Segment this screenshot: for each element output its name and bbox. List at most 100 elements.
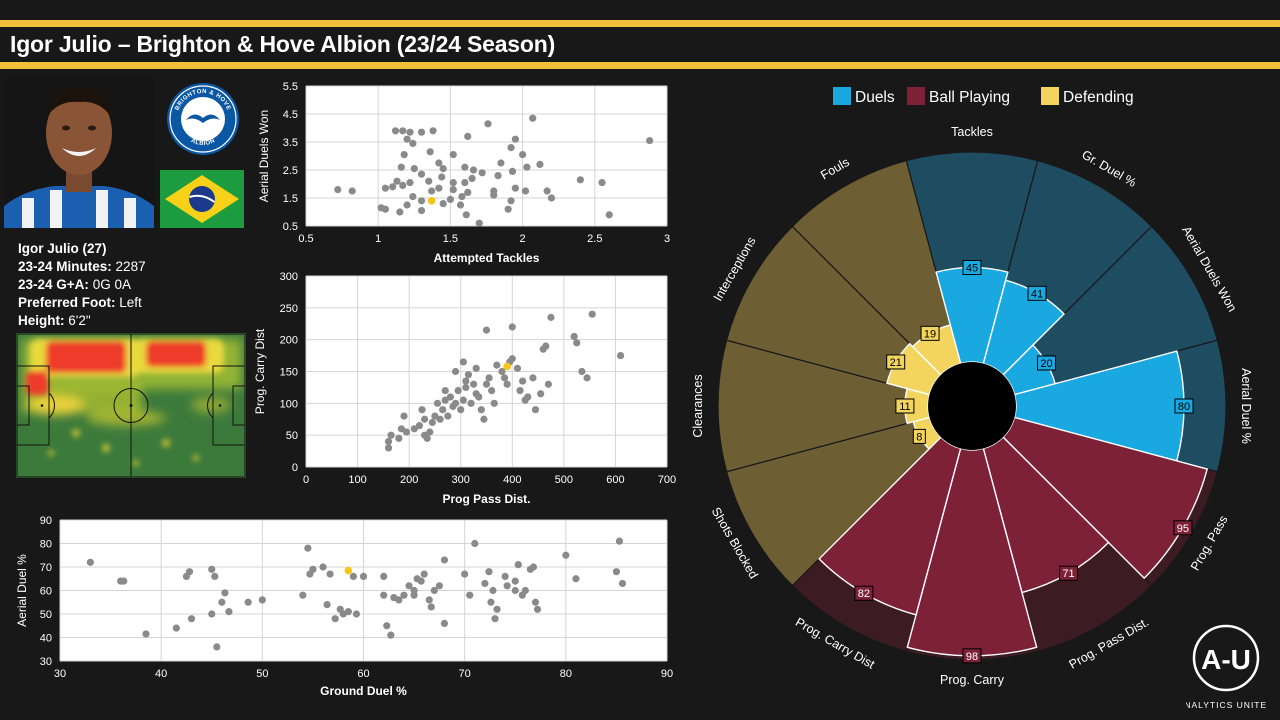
data-point	[500, 374, 509, 382]
y-tick-label: 90	[40, 515, 52, 527]
x-tick-label: 2	[520, 233, 526, 245]
data-point	[441, 387, 449, 395]
data-point	[389, 183, 397, 191]
data-point	[208, 565, 216, 573]
data-point	[481, 579, 489, 588]
data-point	[381, 184, 390, 192]
value-label-box	[1027, 285, 1047, 301]
x-tick-label: 40	[155, 668, 167, 680]
value-label-box	[1174, 398, 1194, 414]
polar-center	[928, 362, 1016, 450]
x-tick-label: 100	[348, 474, 366, 486]
x-tick-label: 200	[400, 474, 418, 486]
data-point	[435, 582, 443, 590]
y-tick-label: 0	[292, 462, 298, 474]
club-crest-logo: BRIGHTON & HOVE ALBION	[167, 83, 239, 155]
x-axis-label: Prog Pass Dist.	[442, 492, 530, 506]
data-point	[120, 577, 128, 585]
data-point	[440, 619, 449, 628]
data-point	[464, 371, 473, 379]
data-point	[598, 179, 606, 187]
logo-mark: A-U	[1201, 644, 1251, 675]
data-point	[576, 176, 584, 184]
data-point	[410, 586, 418, 595]
data-point	[421, 415, 429, 423]
data-point	[309, 565, 317, 573]
data-point	[570, 332, 578, 341]
data-point	[449, 179, 457, 187]
y-tick-label: 60	[40, 586, 52, 598]
data-point	[511, 184, 519, 192]
data-point	[446, 195, 454, 203]
x-tick-label: 1.5	[443, 233, 458, 245]
value-label-box	[854, 585, 874, 601]
data-point	[348, 187, 356, 195]
data-point	[403, 135, 411, 143]
data-point	[393, 177, 401, 185]
category-label: Prog. Carry	[940, 673, 1005, 687]
data-point	[471, 539, 479, 548]
value-label: 19	[924, 328, 936, 340]
data-point	[543, 187, 551, 195]
crest-bottom-text: ALBION	[190, 138, 216, 147]
data-point	[387, 631, 395, 639]
info-row-height: Height: 6'2"	[18, 313, 91, 328]
data-point	[612, 568, 621, 576]
data-point	[547, 313, 555, 321]
data-point	[618, 579, 627, 588]
data-point	[349, 572, 357, 581]
data-point	[537, 390, 545, 398]
svg-text:ALBION: ALBION	[190, 138, 217, 147]
data-point	[484, 120, 492, 128]
data-point	[475, 393, 483, 401]
data-point	[399, 127, 407, 135]
x-tick-label: 30	[54, 668, 66, 680]
data-point	[211, 572, 219, 581]
data-point	[185, 568, 194, 576]
data-point	[462, 383, 470, 392]
data-point	[573, 339, 581, 347]
data-point	[524, 393, 532, 401]
y-tick-label: 3.5	[283, 137, 298, 149]
logo-caption: ANALYTICS UNITED	[1186, 700, 1266, 710]
data-point	[431, 412, 439, 420]
data-point	[428, 187, 436, 195]
data-point	[384, 437, 393, 446]
data-point	[508, 355, 516, 363]
data-point	[514, 561, 522, 569]
data-point	[331, 615, 339, 623]
y-axis-label: Aerial Duels Won	[257, 110, 271, 202]
data-point	[497, 159, 505, 167]
data-point	[464, 188, 472, 196]
data-point	[433, 399, 442, 407]
data-point	[395, 596, 403, 604]
data-point	[304, 544, 312, 552]
data-point	[258, 596, 266, 604]
data-point	[480, 415, 488, 423]
value-label: 21	[890, 357, 902, 369]
data-point	[384, 444, 393, 452]
y-tick-label: 30	[40, 656, 52, 668]
value-label: 41	[1031, 288, 1043, 300]
data-point	[326, 570, 334, 578]
value-label: 71	[1062, 568, 1074, 580]
y-tick-label: 1.5	[283, 193, 298, 205]
data-point	[444, 412, 452, 420]
data-point	[508, 167, 517, 175]
y-tick-label: 50	[40, 609, 52, 621]
value-label-box	[886, 354, 906, 370]
legend-swatch	[907, 87, 925, 105]
category-label: Tackles	[951, 125, 993, 139]
data-point	[605, 211, 613, 219]
data-point	[511, 586, 519, 595]
data-point	[439, 165, 447, 173]
data-point	[519, 151, 527, 159]
highlight-point	[503, 362, 511, 371]
highlight-point	[427, 197, 436, 205]
data-point	[477, 406, 485, 414]
data-point	[426, 148, 434, 156]
data-point	[472, 364, 480, 372]
data-point	[521, 586, 529, 595]
data-point	[531, 406, 540, 414]
